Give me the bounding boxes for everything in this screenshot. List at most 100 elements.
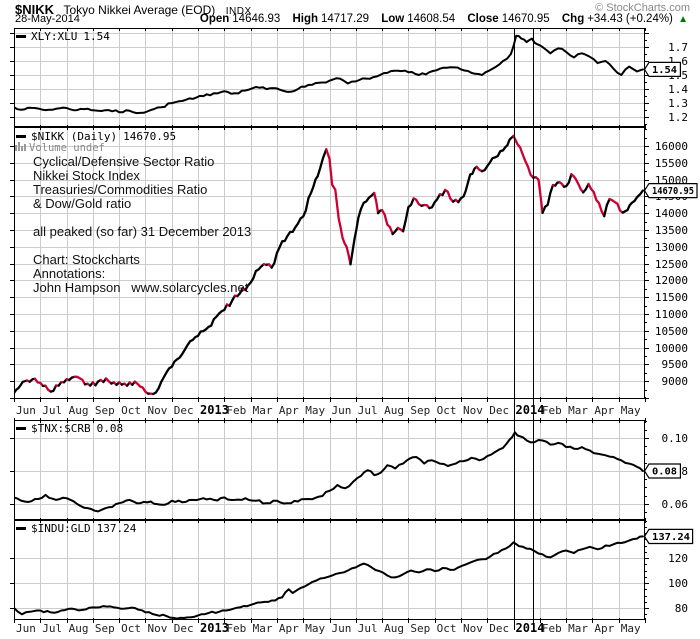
svg-text:Jun: Jun <box>16 622 36 635</box>
low-value: 14608.54 <box>407 13 456 25</box>
svg-text:80: 80 <box>675 602 688 615</box>
svg-text:Oct: Oct <box>121 622 141 635</box>
line-swatch-icon <box>16 426 26 430</box>
legend-nikk: $NIKK (Daily) 14670.95 <box>16 131 176 143</box>
svg-text:13000: 13000 <box>655 241 688 254</box>
svg-text:Sep: Sep <box>410 404 430 417</box>
svg-text:14000: 14000 <box>655 207 688 220</box>
volume-label: Volume undef <box>29 142 105 154</box>
quote-row: Open 14646.93 High 14717.29 Low 14608.54 Cl… <box>200 13 688 25</box>
svg-text:Dec: Dec <box>174 404 194 417</box>
svg-text:Jul: Jul <box>42 404 62 417</box>
svg-text:Aug: Aug <box>384 622 404 635</box>
svg-text:Apr: Apr <box>279 404 299 417</box>
grid <box>14 127 645 399</box>
chart-header: $NIKK Tokyo Nikkei Average (EOD) INDX <box>15 1 252 19</box>
svg-text:Jul: Jul <box>358 622 378 635</box>
svg-text:1.2: 1.2 <box>668 111 688 124</box>
svg-text:May: May <box>621 622 641 635</box>
legend-symbol: $TNX:$CRB <box>31 422 91 435</box>
svg-text:Dec: Dec <box>174 622 194 635</box>
svg-text:2014: 2014 <box>516 621 545 635</box>
chg-value: +34.43 (+0.24%) <box>587 13 673 25</box>
svg-text:Oct: Oct <box>121 404 141 417</box>
svg-text:12500: 12500 <box>655 258 688 271</box>
svg-text:Aug: Aug <box>384 404 404 417</box>
exchange-label: INDX <box>225 6 252 17</box>
event-vertical-lines <box>513 28 535 630</box>
svg-text:Jul: Jul <box>42 622 62 635</box>
svg-text:Feb: Feb <box>226 622 246 635</box>
annotation-line: John Hampson www.solarcycles.net <box>33 280 249 295</box>
annotation-line: all peaked (so far) 31 December 2013 <box>33 224 252 239</box>
panel-xly_xlu: 1.21.31.41.51.61.7 <box>10 28 688 127</box>
grid <box>14 28 645 127</box>
legend-value: 0.08 <box>96 422 124 435</box>
svg-text:Jun: Jun <box>332 622 352 635</box>
svg-text:Nov: Nov <box>463 404 483 417</box>
legend-symbol: $NIKK (Daily) <box>31 130 118 143</box>
svg-text:0.08: 0.08 <box>652 466 677 477</box>
price-tag: 0.08 <box>643 463 681 479</box>
svg-text:1.4: 1.4 <box>668 83 688 96</box>
svg-text:14670.95: 14670.95 <box>652 186 694 197</box>
volume-row: Volume undef <box>15 142 105 154</box>
svg-text:Mar: Mar <box>568 404 588 417</box>
svg-text:0.06: 0.06 <box>662 498 689 511</box>
svg-text:Feb: Feb <box>542 404 562 417</box>
panel-indu_gld: 80 100 120 <box>10 520 688 620</box>
annotation-line: Nikkei Stock Index <box>33 168 140 183</box>
svg-text:13500: 13500 <box>655 224 688 237</box>
annotation-line: Chart: Stockcharts <box>33 252 140 267</box>
legend-symbol: XLY:XLU <box>31 30 78 43</box>
svg-text:May: May <box>305 404 325 417</box>
open-value: 14646.93 <box>232 13 281 25</box>
chart-title: Tokyo Nikkei Average (EOD) <box>63 3 216 17</box>
svg-text:120: 120 <box>668 552 688 565</box>
svg-text:15500: 15500 <box>655 157 688 170</box>
svg-text:Feb: Feb <box>226 404 246 417</box>
svg-text:Mar: Mar <box>253 404 273 417</box>
svg-text:Mar: Mar <box>568 622 588 635</box>
svg-text:Oct: Oct <box>437 404 457 417</box>
grid <box>14 420 645 520</box>
svg-text:May: May <box>621 404 641 417</box>
price-tag: 137.24 <box>643 528 694 545</box>
svg-text:Feb: Feb <box>542 622 562 635</box>
svg-text:Aug: Aug <box>69 622 89 635</box>
annotation-text-block: Cyclical/Defensive Sector Ratio Nikkei St… <box>33 155 251 295</box>
grid <box>14 520 645 620</box>
svg-text:Jul: Jul <box>358 404 378 417</box>
legend-value: 137.24 <box>96 522 137 535</box>
series-tnx_crb <box>14 431 644 513</box>
legend-xly-xlu: XLY:XLU 1.54 <box>16 31 110 43</box>
copyright-label: © StockCharts.com <box>595 2 690 14</box>
annotation-line: Cyclical/Defensive Sector Ratio <box>33 154 215 169</box>
svg-text:2013: 2013 <box>200 403 229 417</box>
svg-text:Apr: Apr <box>279 622 299 635</box>
legend-value: 14670.95 <box>123 130 177 143</box>
chart-date: 28-May-2014 <box>15 13 80 25</box>
svg-text:May: May <box>305 622 325 635</box>
svg-text:Nov: Nov <box>147 622 167 635</box>
high-value: 14717.29 <box>321 13 369 25</box>
panel-tnx_crb: 0.06 0.08 0.10 <box>10 420 688 520</box>
close-label: Close <box>467 13 499 25</box>
svg-text:Oct: Oct <box>437 622 457 635</box>
open-label: Open <box>199 13 230 25</box>
legend-tnx-crb: $TNX:$CRB 0.08 <box>16 423 123 435</box>
svg-text:2014: 2014 <box>516 403 545 417</box>
svg-text:11000: 11000 <box>655 308 688 321</box>
charts-canvas: 1.21.31.41.51.61.71.54 9000 9500 10000 10500… <box>10 28 698 635</box>
svg-text:Apr: Apr <box>594 404 614 417</box>
svg-text:10500: 10500 <box>655 325 688 338</box>
panel-nikk: 9000 9500 10000 10500 11000 11500 12000 12500 13… <box>10 127 688 399</box>
series-xly_xlu <box>14 34 644 115</box>
svg-text:Sep: Sep <box>95 622 115 635</box>
line-swatch-icon <box>16 526 26 530</box>
ticker-symbol: $NIKK <box>15 2 55 17</box>
svg-text:Nov: Nov <box>147 404 167 417</box>
svg-text:Sep: Sep <box>95 404 115 417</box>
